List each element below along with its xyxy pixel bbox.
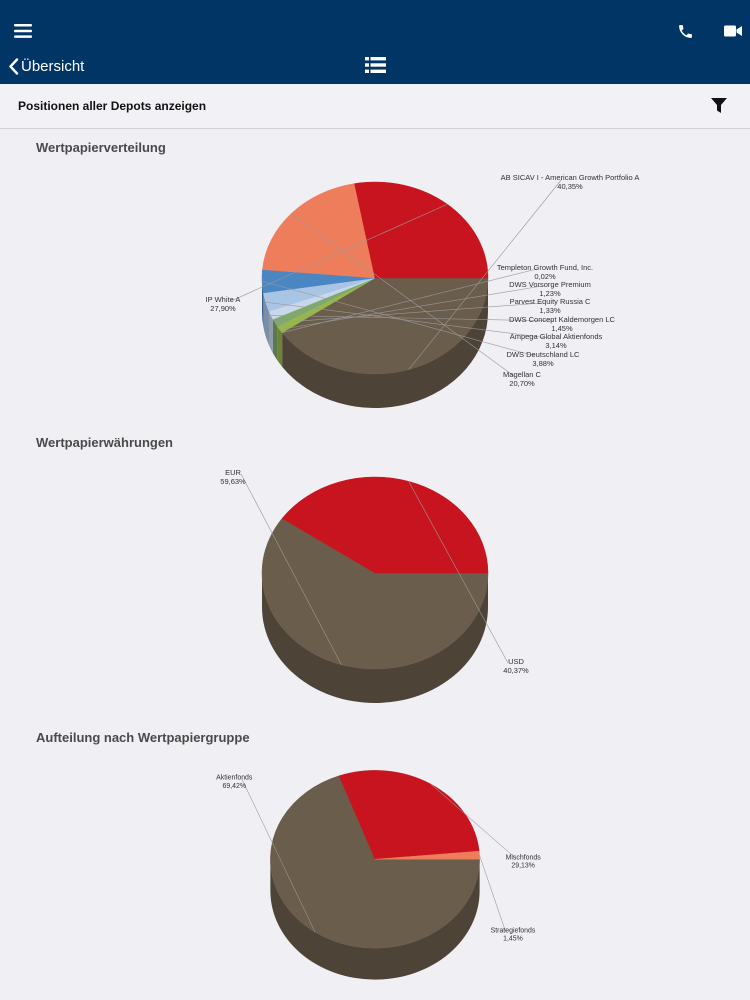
slice-label: Parvest Equity Russia C [510, 297, 591, 306]
slice-label: DWS Deutschland LC [507, 350, 581, 359]
list-icon [364, 57, 386, 73]
slice-label: Templeton Growth Fund, Inc. [497, 263, 593, 272]
pie-slice-side [277, 326, 283, 367]
filter-button[interactable] [708, 95, 730, 117]
slice-leader-line [270, 314, 555, 322]
pie-slice-side [262, 573, 488, 703]
slice-percent: 1,33% [539, 306, 561, 315]
back-chevron-icon [9, 57, 19, 75]
list-view-button[interactable] [363, 55, 387, 75]
filter-icon [711, 98, 727, 113]
slice-label: DWS Vorsorge Premium [509, 280, 591, 289]
menu-icon [14, 24, 32, 38]
pie-slice-side [282, 278, 488, 408]
slice-label: AB SICAV I - American Growth Portfolio A [501, 173, 640, 182]
slice-label: EUR [225, 468, 241, 477]
slice-label: Mischfonds [506, 854, 542, 861]
slice-percent: 40,35% [557, 182, 583, 191]
top-navigation-bar: Übersicht [0, 0, 750, 84]
back-label: Übersicht [21, 57, 85, 75]
securities-distribution-pie-chart: AB SICAV I - American Growth Portfolio A… [206, 173, 640, 408]
slice-percent: 1,45% [503, 936, 523, 943]
pie-slice-side [272, 319, 278, 361]
pie-depth [262, 573, 488, 703]
pie-slice [354, 181, 489, 279]
pie-slice-side [268, 311, 273, 354]
video-call-button[interactable] [722, 20, 744, 42]
slice-label: USD [508, 657, 524, 666]
slice-label: Magellan C [503, 370, 542, 379]
slice-leader-line [241, 778, 316, 933]
slice-leader-line [408, 481, 509, 664]
slice-label: Aktienfonds [216, 775, 253, 782]
slice-leader-line [275, 302, 543, 324]
filter-label: Positionen aller Depots anzeigen [18, 99, 207, 113]
slice-percent: 0,02% [534, 272, 556, 281]
slice-label: IP White A [206, 295, 241, 304]
phone-button[interactable] [674, 20, 696, 42]
slice-label: Ampega Global Aktienfonds [510, 332, 603, 341]
slice-percent: 29,13% [511, 863, 535, 870]
chart-title: Wertpapierwährungen [36, 435, 174, 450]
slice-label: DWS Concept Kaldemorgen LC [509, 315, 615, 324]
slice-percent: 20,70% [509, 379, 535, 388]
slice-leader-line [408, 178, 563, 370]
pie-slice-side [270, 859, 480, 980]
pie-slice-side [263, 292, 269, 346]
pie-depth [262, 278, 488, 408]
slice-percent: 1,45% [551, 324, 573, 333]
slice-leader-line [279, 285, 543, 330]
slice-percent: 1,23% [539, 289, 561, 298]
slice-leader-line [230, 203, 448, 302]
slice-percent: 3,88% [532, 359, 554, 368]
slice-leader-line [261, 280, 536, 357]
pie-depth [270, 859, 480, 980]
depot-filter-bar[interactable]: Positionen aller Depots anzeigen [0, 84, 750, 129]
pie-slice [374, 850, 480, 860]
slice-leader-line [479, 855, 506, 932]
slice-percent: 3,14% [545, 341, 567, 350]
slice-percent: 59,63% [220, 477, 246, 486]
video-icon [724, 25, 742, 37]
slice-leader-line [265, 301, 549, 339]
back-button[interactable]: Übersicht [8, 54, 84, 78]
chart-title: Aufteilung nach Wertpapiergruppe [36, 730, 250, 745]
slice-label: Strategiefonds [491, 927, 536, 934]
menu-button[interactable] [12, 20, 34, 42]
phone-icon [678, 24, 692, 38]
slice-leader-line [291, 213, 515, 377]
slice-percent: 27,90% [210, 304, 236, 313]
slice-leader-line [240, 473, 342, 665]
slice-percent: 40,37% [503, 666, 529, 675]
chart-title: Wertpapierverteilung [36, 140, 166, 155]
slice-percent: 69,42% [222, 783, 246, 790]
pie-slice-side [262, 278, 264, 327]
pie-slice [261, 518, 489, 670]
slice-leader-line [430, 783, 516, 859]
